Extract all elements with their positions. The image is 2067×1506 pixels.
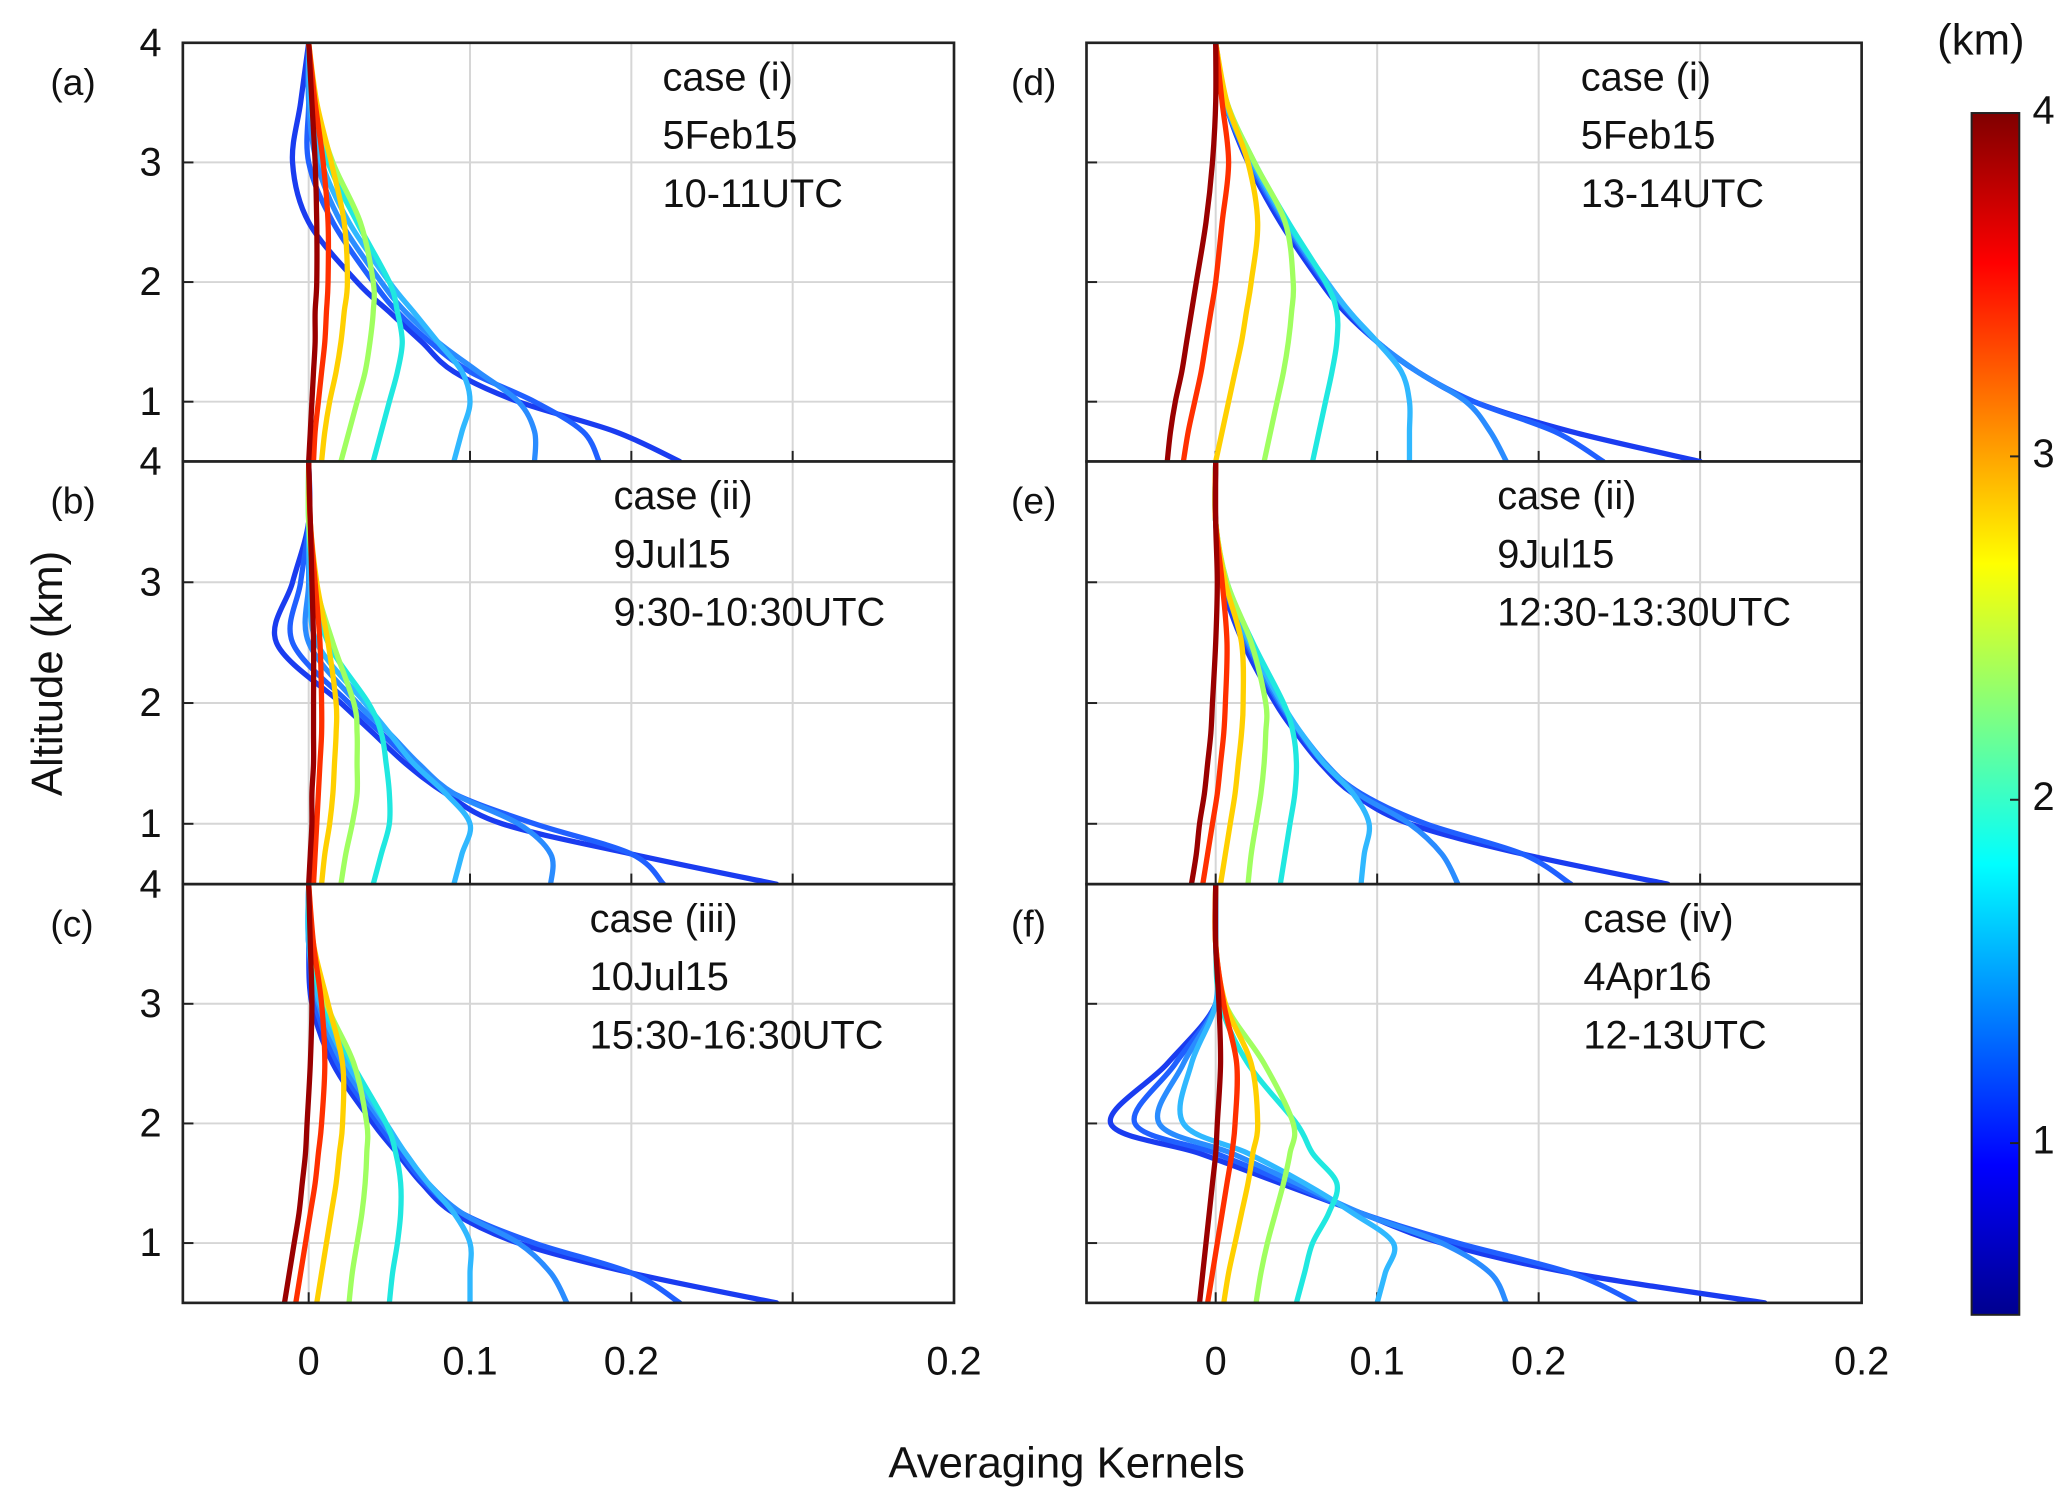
annotation: 10-11UTC xyxy=(662,172,842,216)
kernel-line xyxy=(306,42,473,462)
plot-lines xyxy=(1107,884,1768,1303)
panel-label: (c) xyxy=(50,902,93,944)
annotation: 15:30-16:30UTC xyxy=(590,1013,884,1057)
plot-lines xyxy=(281,884,780,1303)
kernel-line xyxy=(306,42,320,462)
y-tick-label: 1 xyxy=(140,1221,162,1265)
colorbar xyxy=(1970,112,2021,1316)
kernel-line xyxy=(306,42,332,462)
annotation: 9:30-10:30UTC xyxy=(613,591,885,635)
kernel-line xyxy=(306,42,351,462)
annotation: 4Apr16 xyxy=(1583,955,1711,999)
kernel-line xyxy=(1188,461,1220,885)
kernel-line xyxy=(281,884,315,1303)
colorbar-label: (km) xyxy=(1937,15,2024,64)
kernel-line xyxy=(1213,42,1261,462)
kernel-line xyxy=(1204,884,1240,1303)
plot-area xyxy=(182,461,955,885)
annotation: case (iv) xyxy=(1583,897,1733,941)
y-tick-label: 4 xyxy=(140,21,162,65)
plot-lines xyxy=(271,461,780,885)
plot-area xyxy=(182,884,955,1303)
colorbar-tick-label: 3 xyxy=(2033,432,2055,476)
y-tick-label: 4 xyxy=(140,440,162,484)
x-tick-label: 0.2 xyxy=(1511,1339,1566,1383)
panel-label: (f) xyxy=(1011,902,1046,944)
y-tick-label: 2 xyxy=(140,260,162,304)
y-tick-label: 2 xyxy=(140,681,162,725)
y-tick-label: 3 xyxy=(140,141,162,185)
x-axis-label: Averaging Kernels xyxy=(888,1438,1244,1487)
kernel-line xyxy=(1213,42,1297,462)
x-tick-label: 0.2 xyxy=(926,1339,981,1383)
kernel-line xyxy=(293,884,328,1303)
panel-label: (e) xyxy=(1011,480,1056,522)
kernel-line xyxy=(1180,42,1232,462)
y-axis-label: Altitude (km) xyxy=(23,551,72,796)
x-tick-label: 0 xyxy=(298,1339,320,1383)
kernel-line xyxy=(1200,461,1230,885)
y-tick-label: 1 xyxy=(140,380,162,424)
x-tick-label: 0.1 xyxy=(442,1339,497,1383)
annotation: 9Jul15 xyxy=(1497,532,1614,576)
plot-lines xyxy=(1188,461,1671,885)
kernel-line xyxy=(306,884,347,1303)
annotation: 5Feb15 xyxy=(1581,114,1716,158)
axes-frame xyxy=(1085,882,1863,1305)
plot-area xyxy=(1086,461,1862,885)
panel-label: (a) xyxy=(50,61,95,103)
colorbar-tick-label: 1 xyxy=(2033,1119,2055,1163)
y-tick-label: 2 xyxy=(140,1102,162,1146)
kernel-line xyxy=(1164,42,1219,462)
annotation: 12:30-13:30UTC xyxy=(1497,591,1791,635)
kernel-line xyxy=(306,461,317,885)
plot-lines xyxy=(1164,42,1703,462)
panel-label: (b) xyxy=(50,480,95,522)
y-tick-label: 4 xyxy=(140,862,162,906)
colorbar-tick-label: 4 xyxy=(2033,89,2055,133)
colorbar-tick-label: 2 xyxy=(2033,775,2055,819)
axes-frame xyxy=(181,882,956,1305)
annotation: 13-14UTC xyxy=(1581,172,1764,216)
y-tick-label: 3 xyxy=(140,982,162,1026)
x-tick-label: 0.1 xyxy=(1350,1339,1405,1383)
annotation: case (iii) xyxy=(590,897,738,941)
x-tick-label: 0.2 xyxy=(604,1339,659,1383)
kernel-line xyxy=(1196,884,1224,1303)
kernel-line xyxy=(305,884,474,1303)
panel-label: (d) xyxy=(1011,61,1056,103)
annotation: case (ii) xyxy=(1497,474,1636,518)
annotation: 10Jul15 xyxy=(590,955,729,999)
plot-lines xyxy=(289,42,683,462)
x-tick-label: 0 xyxy=(1205,1339,1227,1383)
plot-area xyxy=(1086,884,1862,1303)
annotation: 9Jul15 xyxy=(613,532,730,576)
annotation: case (i) xyxy=(662,55,792,99)
annotation: case (i) xyxy=(1581,55,1711,99)
annotation: case (ii) xyxy=(613,474,752,518)
annotation: 5Feb15 xyxy=(662,114,797,158)
y-tick-label: 1 xyxy=(140,802,162,846)
x-tick-label: 0.2 xyxy=(1834,1339,1889,1383)
annotation: 12-13UTC xyxy=(1583,1013,1766,1057)
y-tick-label: 3 xyxy=(140,560,162,604)
